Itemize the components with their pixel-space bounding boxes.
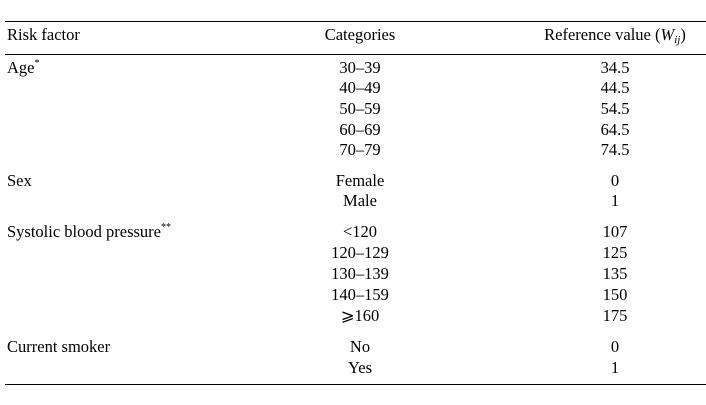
table-cell-value: 107 xyxy=(602,222,628,241)
table-cell-category: No xyxy=(349,337,371,356)
header-reference-text: Reference value ( xyxy=(544,25,661,44)
table-cell-value: 1 xyxy=(610,358,620,377)
table-cell-category: 30–39 xyxy=(339,58,381,77)
group-label-age: Age* xyxy=(7,58,40,78)
header-reference-symbol: W xyxy=(660,25,675,44)
table-cell-value: 54.5 xyxy=(600,99,630,118)
header-reference-subscript: ij xyxy=(674,34,681,46)
table-cell-category: 40–49 xyxy=(339,78,381,97)
table-cell-value: 0 xyxy=(610,171,620,190)
table-cell-value: 44.5 xyxy=(600,78,630,97)
header-reference-value: Reference value (Wij) xyxy=(525,25,705,47)
table-cell-value: 150 xyxy=(602,285,628,304)
table-cell-category: <120 xyxy=(342,222,378,241)
header-risk-factor: Risk factor xyxy=(7,25,80,44)
table-cell-category: 70–79 xyxy=(339,140,381,159)
group-label-systolic-blood-pressure: Systolic blood pressure** xyxy=(7,222,171,242)
table-bottom-rule xyxy=(5,384,706,385)
table-cell-category: 120–129 xyxy=(331,243,389,262)
table-cell-category: 130–139 xyxy=(331,264,389,283)
table-cell-value: 125 xyxy=(602,243,628,262)
footnote-mark: ** xyxy=(161,221,171,233)
table-cell-category: Female xyxy=(335,171,385,190)
table-top-rule xyxy=(5,21,706,22)
table-cell-value: 0 xyxy=(610,337,620,356)
group-label-text: Current smoker xyxy=(7,337,111,356)
header-reference-close: ) xyxy=(680,25,686,44)
table-cell-value: 175 xyxy=(602,306,628,325)
table-cell-category: Yes xyxy=(347,358,372,377)
table-cell-value: 64.5 xyxy=(600,120,630,139)
table-cell-value: 135 xyxy=(602,264,628,283)
table-cell-category: 50–59 xyxy=(339,99,381,118)
footnote-mark: * xyxy=(34,57,40,69)
table-cell-value: 34.5 xyxy=(600,58,630,77)
group-label-text: Sex xyxy=(7,171,32,190)
header-categories: Categories xyxy=(324,25,396,44)
group-label-text: Systolic blood pressure xyxy=(7,222,161,241)
table-cell-category: Male xyxy=(343,191,377,210)
table-cell-value: 1 xyxy=(610,191,620,210)
group-label-sex: Sex xyxy=(7,171,32,191)
table-cell-category: 60–69 xyxy=(339,120,381,139)
table-cell-value: 74.5 xyxy=(600,140,630,159)
table-cell-category: ⩾160 xyxy=(340,306,380,325)
group-label-text: Age xyxy=(7,58,35,77)
group-label-current-smoker: Current smoker xyxy=(7,337,110,357)
table-header-rule xyxy=(5,54,706,55)
table-cell-category: 140–159 xyxy=(331,285,389,304)
